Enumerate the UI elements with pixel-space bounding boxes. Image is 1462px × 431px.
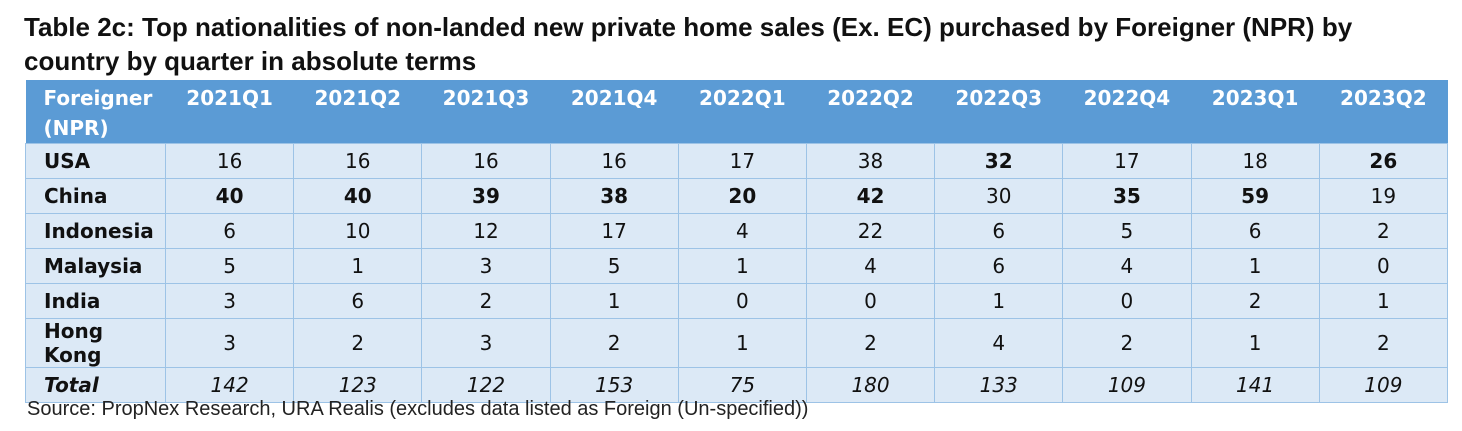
table-cell: 2 bbox=[1318, 318, 1449, 368]
table-cell: 5 bbox=[549, 248, 679, 284]
table-cell: 20 bbox=[677, 178, 807, 214]
table-cell: 4 bbox=[677, 213, 807, 249]
quarter-header: 2021Q1 bbox=[165, 80, 294, 144]
total-cell: 122 bbox=[421, 367, 551, 403]
table-cell: 4 bbox=[934, 318, 1064, 368]
table-cell: 12 bbox=[421, 213, 551, 249]
quarter-header: 2023Q1 bbox=[1191, 80, 1320, 144]
quarter-header: 2021Q4 bbox=[550, 80, 679, 144]
source-note: Source: PropNex Research, URA Realis (ex… bbox=[27, 398, 809, 420]
table-cell: 38 bbox=[549, 178, 679, 214]
table-cell: 16 bbox=[293, 143, 423, 179]
table-title: Table 2c: Top nationalities of non-lande… bbox=[24, 12, 1353, 76]
quarter-header: 2021Q2 bbox=[293, 80, 422, 144]
table-cell: 40 bbox=[293, 178, 423, 214]
table-cell: 1 bbox=[677, 248, 807, 284]
table-cell: 17 bbox=[1062, 143, 1192, 179]
country-label: Malaysia bbox=[25, 248, 166, 284]
total-cell: 75 bbox=[677, 367, 807, 403]
table-cell: 10 bbox=[293, 213, 423, 249]
table-cell: 42 bbox=[805, 178, 936, 214]
total-cell: 141 bbox=[1190, 367, 1320, 403]
quarter-header: 2022Q1 bbox=[678, 80, 807, 144]
table-cell: 2 bbox=[549, 318, 679, 368]
quarter-header: 2022Q2 bbox=[806, 80, 935, 144]
table-cell: 2 bbox=[293, 318, 423, 368]
quarter-header: 2022Q4 bbox=[1062, 80, 1191, 144]
table-cell: 4 bbox=[805, 248, 936, 284]
table-cell: 6 bbox=[164, 213, 295, 249]
table-cell: 2 bbox=[1190, 283, 1320, 319]
table-row: India 3 6 2 1 0 0 1 0 2 1 bbox=[25, 283, 1449, 319]
table-cell: 6 bbox=[934, 213, 1064, 249]
table-cell: 2 bbox=[1318, 213, 1449, 249]
table-cell: 5 bbox=[1062, 213, 1192, 249]
table-cell: 1 bbox=[677, 318, 807, 368]
table-cell: 16 bbox=[549, 143, 679, 179]
table-row: Hong Kong 3 2 3 2 1 2 4 2 1 2 bbox=[25, 318, 1449, 368]
table-cell: 59 bbox=[1190, 178, 1320, 214]
table-cell: 2 bbox=[1062, 318, 1192, 368]
total-cell: 123 bbox=[293, 367, 423, 403]
table-cell: 22 bbox=[805, 213, 936, 249]
table-cell: 18 bbox=[1190, 143, 1320, 179]
header-row: Foreigner (NPR) 2021Q1 2021Q2 2021Q3 202… bbox=[25, 80, 1448, 144]
quarter-header: 2023Q2 bbox=[1319, 80, 1448, 144]
quarter-header: 2022Q3 bbox=[934, 80, 1063, 144]
table-cell: 1 bbox=[293, 248, 423, 284]
table-cell: 6 bbox=[293, 283, 423, 319]
table-cell: 5 bbox=[164, 248, 295, 284]
table-cell: 3 bbox=[164, 318, 295, 368]
table-cell: 1 bbox=[934, 283, 1064, 319]
nationality-table: Foreigner (NPR) 2021Q1 2021Q2 2021Q3 202… bbox=[25, 80, 1449, 403]
table-cell: 1 bbox=[1190, 318, 1320, 368]
country-label: Hong Kong bbox=[25, 318, 166, 368]
quarter-header: 2021Q3 bbox=[421, 80, 551, 144]
total-cell: 109 bbox=[1318, 367, 1449, 403]
table-cell: 19 bbox=[1318, 178, 1449, 214]
country-label: China bbox=[25, 178, 166, 214]
table-cell: 2 bbox=[805, 318, 936, 368]
table-cell: 4 bbox=[1062, 248, 1192, 284]
table-cell: 16 bbox=[421, 143, 551, 179]
table-cell: 6 bbox=[934, 248, 1064, 284]
table-cell: 0 bbox=[677, 283, 807, 319]
table-cell: 38 bbox=[805, 143, 936, 179]
table-cell: 1 bbox=[1318, 283, 1449, 319]
total-cell: 133 bbox=[934, 367, 1064, 403]
table-cell: 6 bbox=[1190, 213, 1320, 249]
table-cell: 35 bbox=[1062, 178, 1192, 214]
table-cell: 32 bbox=[934, 143, 1064, 179]
table-cell: 1 bbox=[549, 283, 679, 319]
table-cell: 3 bbox=[164, 283, 295, 319]
table-row: Indonesia 6 10 12 17 4 22 6 5 6 2 bbox=[25, 213, 1449, 249]
table-cell: 3 bbox=[421, 248, 551, 284]
country-label: India bbox=[25, 283, 166, 319]
table-cell: 1 bbox=[1190, 248, 1320, 284]
table-cell: 17 bbox=[549, 213, 679, 249]
table-row: Malaysia 5 1 3 5 1 4 6 4 1 0 bbox=[25, 248, 1449, 284]
total-label: Total bbox=[25, 367, 166, 403]
table-cell: 17 bbox=[677, 143, 807, 179]
country-label: USA bbox=[25, 143, 166, 179]
country-label: Indonesia bbox=[25, 213, 166, 249]
table-row: USA 16 16 16 16 17 38 32 17 18 26 bbox=[25, 143, 1449, 179]
total-cell: 109 bbox=[1062, 367, 1192, 403]
table-cell: 30 bbox=[934, 178, 1064, 214]
table-cell: 16 bbox=[164, 143, 295, 179]
table-cell: 0 bbox=[805, 283, 936, 319]
total-cell: 153 bbox=[549, 367, 679, 403]
total-cell: 180 bbox=[805, 367, 936, 403]
table-cell: 26 bbox=[1318, 143, 1449, 179]
table-cell: 0 bbox=[1318, 248, 1449, 284]
corner-header: Foreigner (NPR) bbox=[25, 80, 166, 144]
table-cell: 40 bbox=[164, 178, 295, 214]
table-cell: 39 bbox=[421, 178, 551, 214]
total-row: Total 142 123 122 153 75 180 133 109 141… bbox=[25, 367, 1449, 403]
table-cell: 2 bbox=[421, 283, 551, 319]
table-cell: 0 bbox=[1062, 283, 1192, 319]
table-cell: 3 bbox=[421, 318, 551, 368]
table-row: China 40 40 39 38 20 42 30 35 59 19 bbox=[25, 178, 1449, 214]
